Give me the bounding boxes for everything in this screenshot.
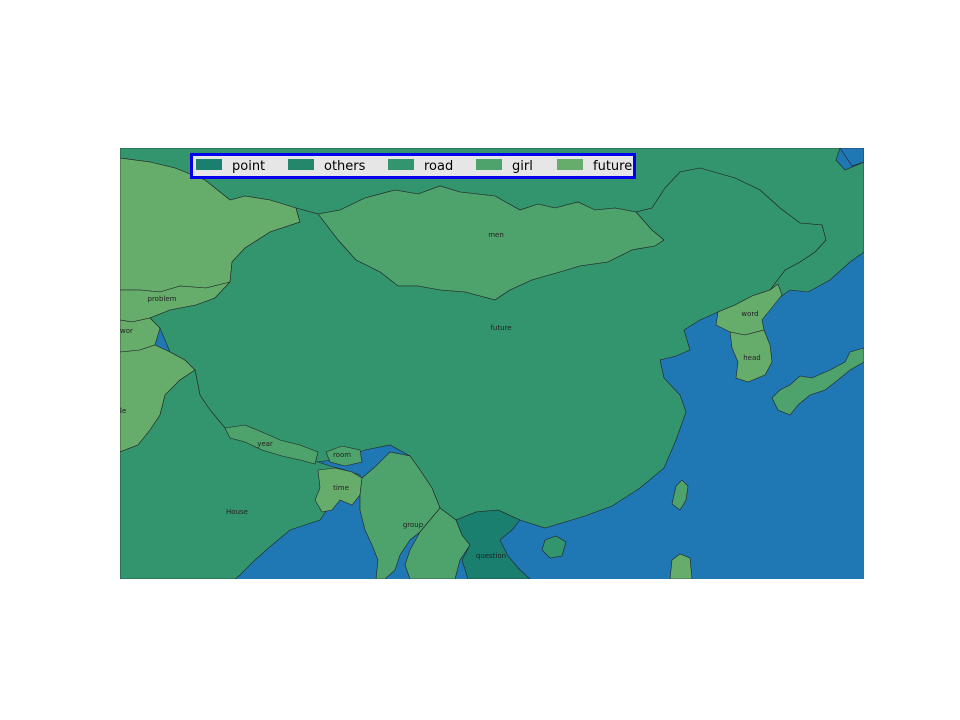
label-time: time [333,484,349,492]
map-area: men future word head problem wor le year… [120,148,864,579]
region-group [359,451,441,579]
legend-swatch-point [196,159,222,170]
region-head [729,329,773,383]
legend-label-road: road [424,159,453,174]
label-wor: wor [120,327,133,335]
label-men: men [488,231,504,239]
legend-swatch-future [557,159,583,170]
label-house: House [226,508,248,516]
region-japan [771,347,864,416]
label-le: le [120,407,126,415]
legend-label-future: future [593,159,632,174]
legend-swatch-road [388,159,414,170]
legend-label-others: others [324,159,366,174]
region-question [455,509,531,579]
label-question: question [476,552,506,560]
legend-label-girl: girl [512,159,533,174]
label-future: future [490,324,511,332]
region-taiwan [671,479,689,511]
legend: point others road girl future [190,153,636,179]
region-room [325,445,363,467]
label-room: room [333,451,351,459]
label-problem: problem [148,295,177,303]
label-head: head [743,354,760,362]
region-philippines [669,553,693,579]
region-time [314,467,363,513]
region-thailand [404,507,471,579]
region-sakhalin [839,148,864,167]
label-word: word [741,310,758,318]
region-hainan [541,535,567,559]
legend-swatch-girl [476,159,502,170]
region-year [224,424,319,465]
legend-label-point: point [232,159,265,174]
label-group: group [403,521,424,529]
label-year: year [257,440,273,448]
legend-swatch-others [288,159,314,170]
region-india [120,369,363,579]
